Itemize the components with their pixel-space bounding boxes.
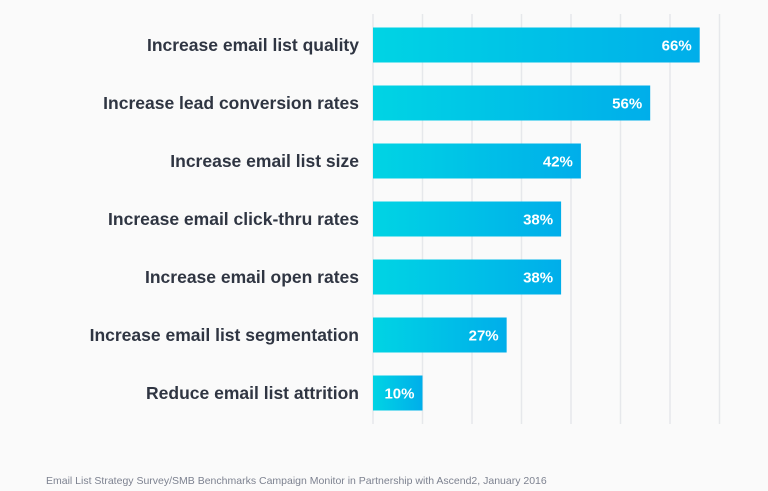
- category-label: Increase email click-thru rates: [108, 209, 359, 229]
- category-label: Increase email list size: [170, 151, 359, 171]
- value-label: 10%: [384, 386, 414, 403]
- bars: Increase email list quality 66% Increase l…: [90, 27, 700, 411]
- bar: [373, 143, 581, 179]
- value-label: 56%: [612, 96, 642, 113]
- bar-chart: Increase email list quality 66% Increase l…: [90, 14, 721, 424]
- category-label: Increase email open rates: [145, 267, 359, 287]
- value-label: 66%: [662, 38, 692, 55]
- value-label: 38%: [523, 212, 553, 229]
- category-label: Increase email list quality: [147, 35, 359, 55]
- category-label: Increase email list segmentation: [90, 325, 359, 345]
- bar: [373, 375, 423, 411]
- bar: [373, 27, 700, 63]
- value-label: 38%: [523, 270, 553, 287]
- source-note: Email List Strategy Survey/SMB Benchmark…: [46, 475, 547, 487]
- value-label: 27%: [469, 328, 499, 345]
- category-label: Reduce email list attrition: [146, 383, 359, 403]
- bar: [373, 85, 651, 121]
- bar: [373, 201, 562, 237]
- bar: [373, 317, 507, 353]
- value-label: 42%: [543, 154, 573, 171]
- bar: [373, 259, 562, 295]
- category-label: Increase lead conversion rates: [103, 93, 359, 113]
